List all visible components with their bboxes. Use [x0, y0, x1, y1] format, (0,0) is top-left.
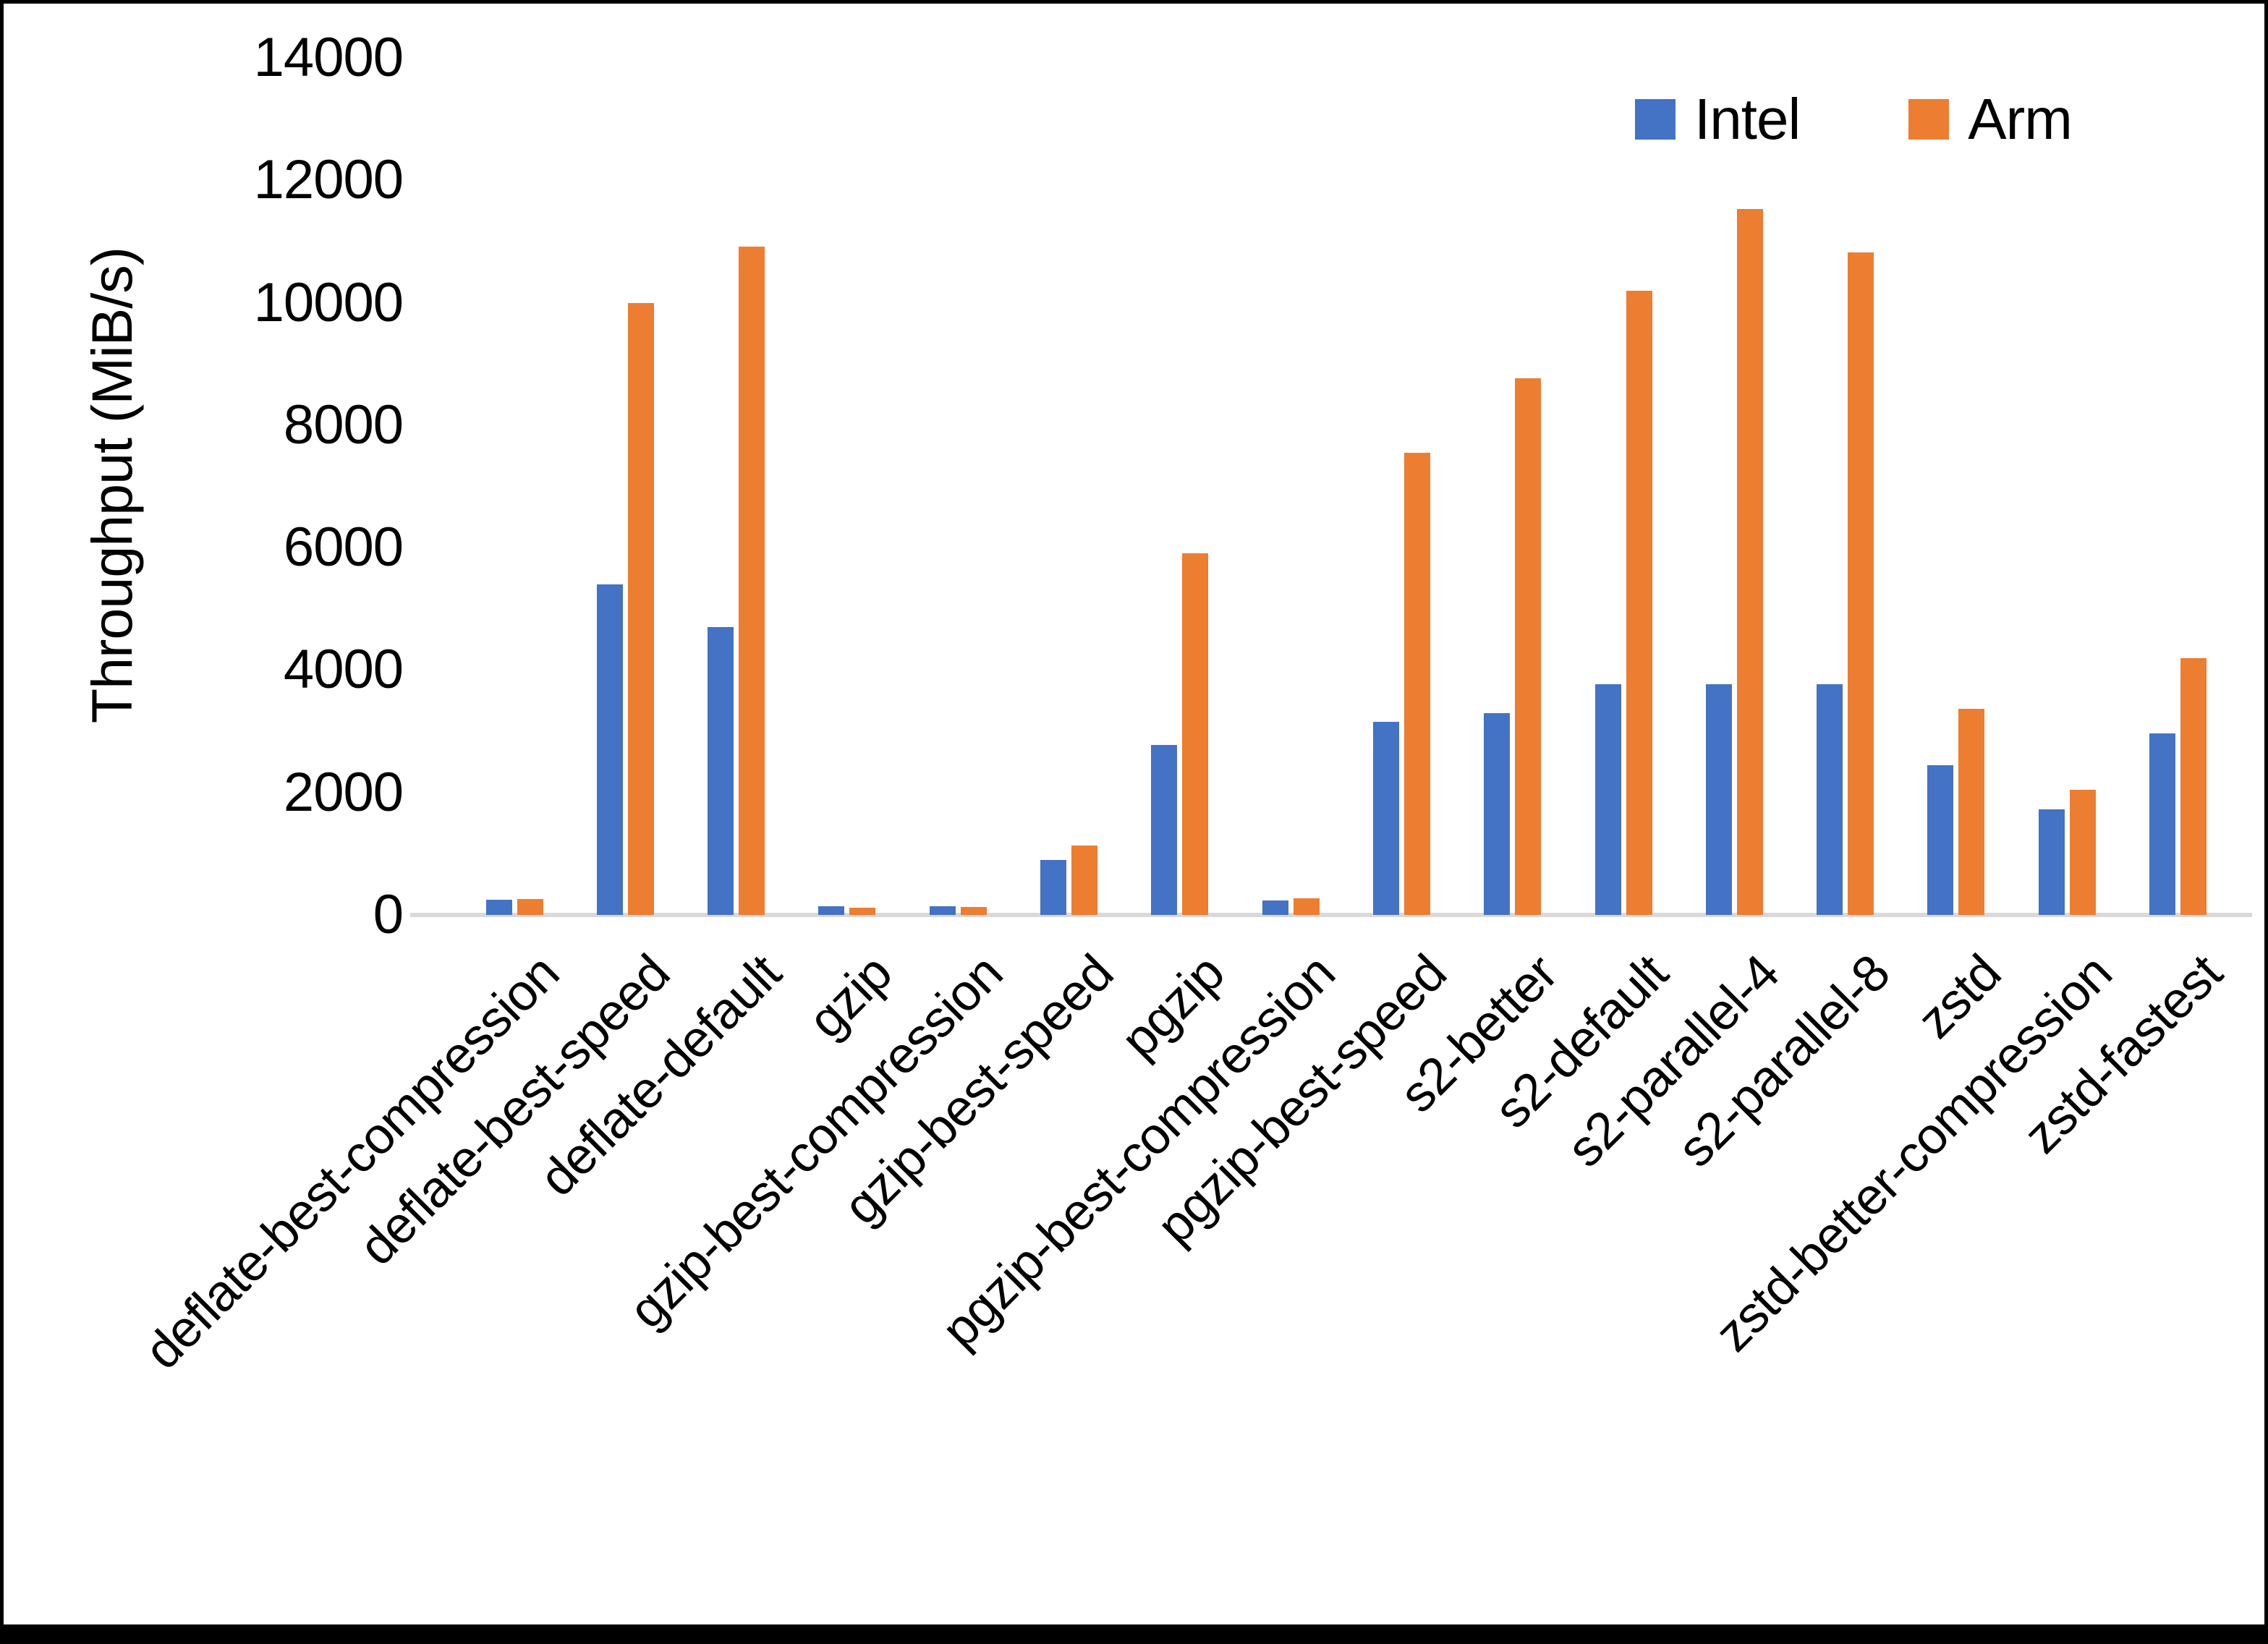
- legend-item-arm: Arm: [1908, 87, 2073, 151]
- bar-intel-s2-parallel-8: [1817, 684, 1843, 915]
- bar-intel-s2-parallel-4: [1705, 684, 1732, 915]
- bar-arm-gzip-best-compression: [960, 907, 987, 915]
- bar-arm-deflate-best-compression: [517, 899, 543, 915]
- bar-arm-s2-parallel-8: [1848, 252, 1874, 915]
- bar-arm-zstd-fastest: [2180, 658, 2207, 915]
- plot-area: 0 2000 4000 6000 8000 10000 12000 14000 deflate-…: [4, 4, 2264, 1644]
- y-tick-label-4000: 4000: [283, 639, 404, 701]
- bar-intel-gzip-best-compression: [929, 906, 956, 915]
- legend-swatch-intel: [1635, 99, 1675, 140]
- screenshot-bottom-border: [4, 1624, 2264, 1644]
- y-tick-label-10000: 10000: [253, 271, 404, 333]
- bar-intel-pgzip-best-compression: [1262, 900, 1288, 915]
- bar-intel-zstd-fastest: [2149, 733, 2175, 915]
- bar-intel-pgzip-best-speed: [1372, 722, 1399, 915]
- y-tick-label-14000: 14000: [253, 27, 404, 88]
- y-tick-label-2000: 2000: [283, 761, 404, 823]
- bar-arm-pgzip-best-speed: [1403, 453, 1430, 915]
- bar-intel-s2-better: [1484, 713, 1511, 915]
- legend-label-intel: Intel: [1694, 87, 1801, 151]
- y-tick-label-0: 0: [373, 884, 404, 945]
- bar-arm-s2-better: [1515, 378, 1542, 915]
- bar-intel-gzip: [818, 906, 845, 915]
- bar-intel-zstd: [1927, 765, 1954, 915]
- x-axis-line: [410, 913, 2252, 917]
- legend-swatch-arm: [1908, 99, 1950, 140]
- bar-arm-zstd-better-compression: [2069, 790, 2096, 915]
- bar-arm-gzip-best-speed: [1071, 846, 1097, 915]
- bar-intel-gzip-best-speed: [1040, 860, 1066, 915]
- bar-arm-s2-parallel-4: [1736, 209, 1763, 915]
- bar-intel-s2-default: [1594, 684, 1621, 915]
- bar-intel-deflate-best-speed: [596, 584, 623, 915]
- y-tick-label-12000: 12000: [253, 149, 404, 211]
- bar-arm-pgzip: [1182, 553, 1209, 915]
- bar-arm-zstd: [1958, 709, 1985, 915]
- bar-intel-pgzip: [1151, 745, 1178, 915]
- y-tick-label-8000: 8000: [283, 393, 404, 456]
- legend: Intel Arm: [1635, 87, 2073, 151]
- bar-intel-deflate-best-compression: [485, 900, 512, 915]
- bar-arm-deflate-default: [739, 247, 765, 915]
- bar-intel-deflate-default: [708, 627, 734, 915]
- bar-arm-s2-default: [1626, 291, 1652, 915]
- y-tick-label-6000: 6000: [283, 516, 404, 579]
- bar-arm-deflate-best-speed: [627, 303, 654, 915]
- bar-intel-zstd-better-compression: [2038, 809, 2065, 915]
- bar-arm-gzip: [849, 908, 876, 915]
- x-category-label-deflate-best-compression: deflate-best-compression: [134, 944, 570, 1381]
- bar-arm-pgzip-best-compression: [1293, 898, 1320, 915]
- legend-label-arm: Arm: [1968, 87, 2073, 151]
- legend-item-intel: Intel: [1635, 87, 1801, 151]
